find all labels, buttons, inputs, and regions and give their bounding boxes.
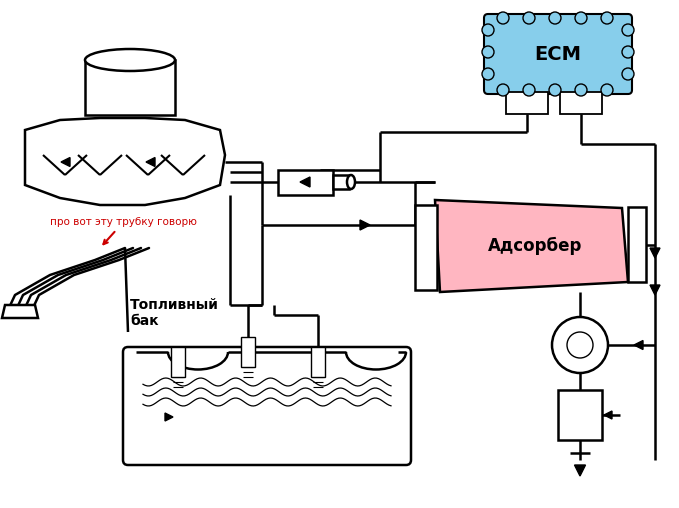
Ellipse shape [347, 175, 355, 189]
Text: Топливный
бак: Топливный бак [130, 298, 219, 328]
Polygon shape [435, 200, 628, 292]
Bar [241, 337, 255, 367]
Polygon shape [574, 465, 585, 476]
Bar [85, 60, 175, 115]
Circle shape [575, 12, 587, 24]
Circle shape [482, 68, 494, 80]
Circle shape [482, 24, 494, 36]
Polygon shape [650, 285, 660, 295]
Ellipse shape [85, 49, 175, 71]
Polygon shape [25, 118, 225, 205]
Polygon shape [634, 340, 643, 350]
Polygon shape [604, 411, 612, 419]
Bar [278, 170, 333, 195]
Bar [311, 347, 325, 377]
Bar [628, 207, 646, 282]
Polygon shape [650, 248, 660, 258]
Circle shape [549, 12, 561, 24]
Circle shape [601, 12, 613, 24]
Circle shape [575, 84, 587, 96]
Circle shape [482, 46, 494, 58]
Bar [333, 175, 349, 189]
Polygon shape [300, 177, 310, 187]
Circle shape [497, 84, 509, 96]
Text: про вот эту трубку говорю: про вот эту трубку говорю [50, 217, 197, 244]
Polygon shape [146, 157, 155, 167]
FancyBboxPatch shape [484, 14, 632, 94]
Polygon shape [360, 220, 370, 230]
Circle shape [622, 46, 634, 58]
FancyBboxPatch shape [123, 347, 411, 465]
Polygon shape [61, 157, 70, 167]
Bar [171, 347, 185, 377]
Polygon shape [2, 305, 38, 318]
Circle shape [497, 12, 509, 24]
Circle shape [523, 12, 535, 24]
Circle shape [523, 84, 535, 96]
Circle shape [552, 317, 608, 373]
Bar [415, 205, 437, 290]
Circle shape [622, 24, 634, 36]
Circle shape [549, 84, 561, 96]
Bar [560, 92, 602, 114]
Circle shape [622, 68, 634, 80]
Bar [558, 390, 602, 440]
Text: ECM: ECM [534, 45, 581, 64]
Polygon shape [165, 413, 173, 421]
Circle shape [601, 84, 613, 96]
Bar [506, 92, 548, 114]
Text: Адсорбер: Адсорбер [488, 237, 582, 255]
Circle shape [567, 332, 593, 358]
